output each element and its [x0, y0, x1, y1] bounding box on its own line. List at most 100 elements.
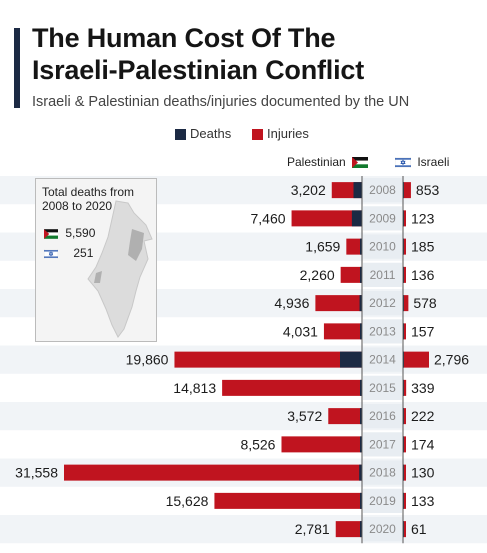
year-cell — [363, 432, 402, 457]
palestinian-value-label: 1,659 — [305, 239, 340, 255]
year-label: 2013 — [369, 324, 396, 338]
palestinian-injuries-bar — [346, 238, 362, 255]
palestinian-deaths-bar — [360, 323, 362, 340]
legend-deaths-label: Deaths — [190, 126, 232, 141]
palestinian-value-label: 3,202 — [291, 182, 326, 198]
year-label: 2016 — [369, 409, 396, 423]
year-cell — [363, 375, 402, 400]
year-label: 2020 — [369, 522, 396, 536]
year-label: 2008 — [369, 183, 396, 197]
palestinian-deaths-bar — [359, 464, 362, 481]
palestine-flag-icon — [352, 157, 369, 169]
israeli-value-label: 339 — [411, 380, 435, 396]
palestinian-deaths-bar — [360, 238, 362, 255]
israeli-injuries-bar — [403, 379, 407, 396]
title-line-1: The Human Cost Of The — [32, 23, 336, 53]
israeli-injuries-bar — [403, 464, 406, 481]
palestinian-deaths-bar — [360, 521, 362, 538]
palestinian-injuries-bar — [291, 210, 362, 227]
palestinian-injuries-bar — [222, 379, 362, 396]
palestine-flag-icon — [44, 229, 58, 239]
year-label: 2009 — [369, 211, 396, 225]
year-cell — [363, 460, 402, 485]
year-cell — [363, 517, 402, 542]
palestinian-deaths-bar — [360, 408, 362, 425]
year-cell — [363, 347, 402, 372]
palestinian-value-label: 15,628 — [166, 493, 209, 509]
inset-title: Total deaths from 2008 to 2020 — [42, 185, 134, 213]
palestinian-deaths-bar — [360, 492, 362, 509]
year-cell — [363, 206, 402, 231]
israeli-injuries-bar — [403, 210, 406, 227]
palestinian-value-label: 2,781 — [295, 521, 330, 537]
palestinian-value-label: 8,526 — [240, 436, 275, 452]
year-cell — [363, 488, 402, 513]
palestinian-value-label: 2,260 — [300, 267, 335, 283]
legend-injuries-label: Injuries — [267, 126, 309, 141]
palestinian-deaths-bar — [360, 436, 362, 453]
palestinian-value-label: 4,031 — [283, 323, 318, 339]
palestinian-value-label: 7,460 — [251, 210, 286, 226]
israeli-injuries-bar — [403, 323, 406, 340]
legend: Deaths Injuries — [0, 126, 487, 144]
year-label: 2018 — [369, 466, 396, 480]
israeli-value-label: 185 — [411, 239, 435, 255]
title-line-2: Israeli-Palestinian Conflict — [32, 55, 364, 85]
israel-palestine-map — [87, 200, 153, 338]
palestinian-injuries-bar — [328, 408, 362, 425]
year-label: 2011 — [370, 268, 396, 282]
palestinian-injuries-bar — [281, 436, 362, 453]
israeli-injuries-bar — [403, 521, 406, 538]
palestinian-injuries-bar — [335, 521, 362, 538]
israeli-value-label: 61 — [411, 521, 427, 537]
year-label: 2017 — [369, 437, 396, 451]
israeli-injuries-bar — [403, 182, 411, 199]
israeli-value-label: 2,796 — [434, 352, 469, 368]
palestinian-value-label: 3,572 — [287, 408, 322, 424]
year-cell — [363, 319, 402, 344]
israeli-injuries-bar — [403, 436, 406, 453]
israeli-value-label: 136 — [411, 267, 435, 283]
inset-title-line-2: 2008 to 2020 — [42, 199, 113, 213]
israeli-value-label: 174 — [411, 436, 435, 452]
palestinian-value-label: 31,558 — [15, 465, 58, 481]
year-cell — [363, 262, 402, 287]
palestinian-deaths-bar — [351, 210, 362, 227]
israel-flag-icon — [43, 248, 59, 259]
palestinian-value-label: 14,813 — [173, 380, 216, 396]
israeli-injuries-bar — [403, 266, 406, 283]
israeli-value-label: 123 — [411, 210, 435, 226]
palestinian-injuries-bar — [214, 492, 362, 509]
palestinian-deaths-bar — [353, 182, 362, 199]
inset-israeli-row: 251 — [43, 246, 94, 260]
year-cell — [363, 234, 402, 259]
palestinian-injuries-bar — [174, 351, 362, 368]
palestinian-deaths-bar — [339, 351, 362, 368]
israeli-injuries-bar — [403, 408, 406, 425]
legend-injuries-swatch — [252, 129, 263, 140]
chart-subtitle: Israeli & Palestinian deaths/injuries do… — [32, 94, 410, 110]
palestinian-column-header: Palestinian — [287, 155, 369, 169]
israeli-value-label: 222 — [411, 408, 435, 424]
israeli-column-header: Israeli — [394, 155, 449, 169]
year-cell — [363, 291, 402, 316]
israeli-value-label: 578 — [413, 295, 437, 311]
chart-title: The Human Cost Of The Israeli-Palestinia… — [32, 22, 364, 86]
palestinian-value-label: 19,860 — [126, 352, 169, 368]
year-label: 2012 — [369, 296, 396, 310]
israeli-injuries-bar — [403, 351, 429, 368]
inset-palestinian-row: 5,590 — [44, 226, 95, 240]
palestinian-deaths-bar — [359, 295, 362, 312]
israeli-injuries-bar — [403, 295, 409, 312]
year-label: 2010 — [369, 240, 396, 254]
palestinian-injuries-bar — [323, 323, 362, 340]
title-accent-bar — [14, 28, 20, 108]
year-label: 2019 — [369, 494, 396, 508]
israeli-total-deaths: 251 — [73, 246, 94, 260]
israeli-value-label: 157 — [411, 323, 435, 339]
palestinian-injuries-bar — [64, 464, 362, 481]
total-deaths-inset: Total deaths from 2008 to 2020 5,590 251 — [35, 178, 157, 342]
year-label: 2015 — [369, 381, 396, 395]
palestinian-injuries-bar — [340, 266, 362, 283]
